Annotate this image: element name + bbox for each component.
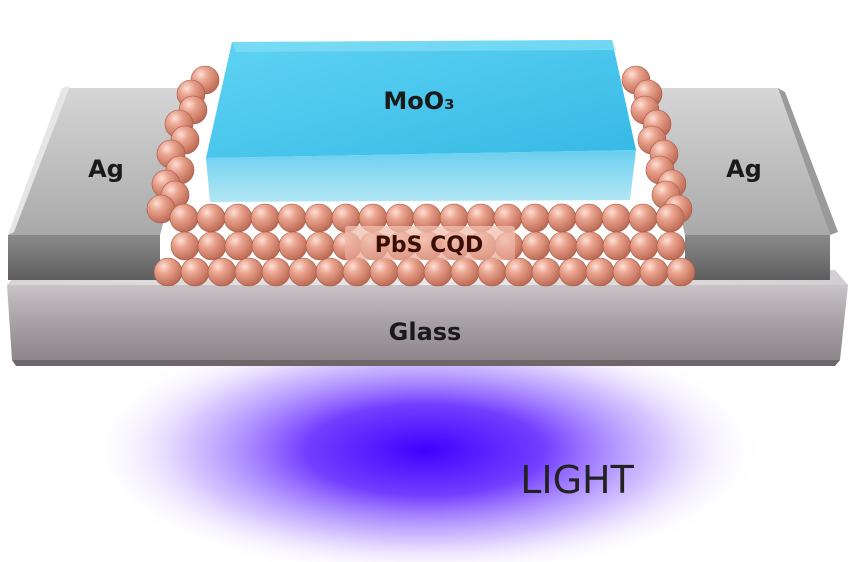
quantum-dot xyxy=(628,203,658,233)
quantum-dot xyxy=(521,231,551,261)
quantum-dot xyxy=(585,257,615,287)
quantum-dot xyxy=(450,257,480,287)
quantum-dot xyxy=(666,257,696,287)
quantum-dot xyxy=(288,257,318,287)
pbs-cqd-label: PbS CQD xyxy=(375,233,484,258)
quantum-dot xyxy=(278,231,308,261)
right-ag-electrode xyxy=(650,88,838,280)
pbs-cqd-layer xyxy=(146,65,696,287)
quantum-dot xyxy=(315,257,345,287)
quantum-dot xyxy=(504,257,534,287)
light-glow xyxy=(85,320,765,562)
quantum-dot xyxy=(250,203,280,233)
right-ag-label: Ag xyxy=(726,155,762,183)
quantum-dot xyxy=(223,203,253,233)
glass-label: Glass xyxy=(389,318,462,346)
quantum-dot xyxy=(396,257,426,287)
quantum-dot xyxy=(234,257,264,287)
quantum-dot xyxy=(423,257,453,287)
left-ag-label: Ag xyxy=(88,155,124,183)
quantum-dot xyxy=(224,231,254,261)
quantum-dot xyxy=(251,231,281,261)
quantum-dot xyxy=(261,257,291,287)
pbs-cqd-label-bg xyxy=(345,226,515,260)
quantum-dot xyxy=(520,203,550,233)
quantum-dot xyxy=(153,257,183,287)
quantum-dot xyxy=(304,203,334,233)
quantum-dot xyxy=(531,257,561,287)
quantum-dot xyxy=(305,231,335,261)
quantum-dot xyxy=(277,203,307,233)
quantum-dot xyxy=(602,231,632,261)
quantum-dot xyxy=(548,231,578,261)
quantum-dot xyxy=(547,203,577,233)
quantum-dot xyxy=(342,257,372,287)
quantum-dot xyxy=(169,203,199,233)
quantum-dot xyxy=(197,231,227,261)
quantum-dot xyxy=(612,257,642,287)
quantum-dot xyxy=(655,203,685,233)
quantum-dot xyxy=(656,231,686,261)
quantum-dot xyxy=(629,231,659,261)
moo3-layer xyxy=(206,40,636,202)
quantum-dot xyxy=(639,257,669,287)
quantum-dot xyxy=(575,231,605,261)
quantum-dot xyxy=(574,203,604,233)
light-label: LIGHT xyxy=(520,458,634,502)
quantum-dot xyxy=(558,257,588,287)
quantum-dot xyxy=(369,257,399,287)
quantum-dot xyxy=(477,257,507,287)
quantum-dot xyxy=(601,203,631,233)
quantum-dot xyxy=(180,257,210,287)
quantum-dot xyxy=(207,257,237,287)
quantum-dot xyxy=(196,203,226,233)
moo3-label: MoO₃ xyxy=(383,87,454,115)
quantum-dot xyxy=(170,231,200,261)
